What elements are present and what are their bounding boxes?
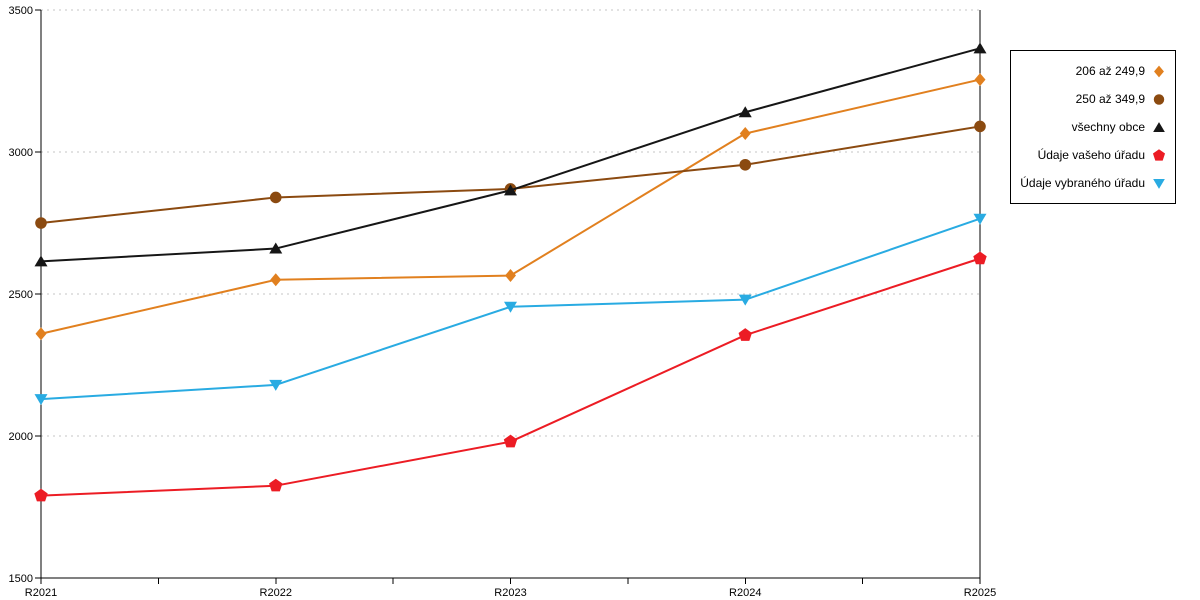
y-tick-label: 3500 [9,5,33,17]
legend-item-label: Údaje vybraného úřadu [1020,176,1145,190]
data-point-marker[interactable] [269,242,283,254]
data-point-marker[interactable] [504,184,517,196]
triangle-up-marker-shape [1153,121,1165,132]
legend-item-3[interactable]: Údaje vašeho úřadu [1019,141,1167,169]
data-point-marker[interactable] [34,488,48,502]
triangle-up-marker-icon [1153,121,1165,132]
data-point-marker[interactable] [35,217,47,229]
y-tick-label: 2000 [9,431,33,443]
x-tick-label: R2022 [260,587,292,599]
diamond-marker-icon [1154,65,1164,77]
triangle-down-marker-icon [1153,178,1165,189]
data-point-marker[interactable] [738,328,752,341]
data-point-marker[interactable] [973,213,987,225]
data-point-marker[interactable] [34,394,48,406]
data-point-marker[interactable] [739,158,752,171]
y-tick-label: 3000 [9,147,33,159]
y-tick-label: 1500 [9,573,33,585]
legend-item-label: Údaje vašeho úřadu [1037,148,1145,162]
data-point-marker[interactable] [739,127,751,141]
circle-marker-shape [1153,93,1165,105]
data-point-marker[interactable] [503,434,518,448]
data-point-marker[interactable] [974,73,986,87]
triangle-down-marker-shape [1153,178,1165,189]
data-point-marker[interactable] [35,327,47,341]
data-point-marker[interactable] [738,294,752,306]
x-tick-label: R2021 [25,587,57,599]
legend-item-label: všechny obce [1071,120,1145,134]
data-point-marker[interactable] [269,478,283,492]
x-tick-label: R2023 [494,587,526,599]
data-point-marker[interactable] [973,42,987,54]
legend-item-1[interactable]: 250 až 349,9 [1019,85,1167,113]
data-point-marker[interactable] [270,273,282,287]
pentagon-marker-shape [1152,148,1166,161]
data-point-marker[interactable] [269,379,283,391]
x-tick-label: R2024 [729,587,761,599]
data-point-marker[interactable] [974,120,986,133]
diamond-marker-shape [1154,65,1164,77]
data-point-marker[interactable] [505,269,516,283]
data-point-marker[interactable] [738,106,752,118]
legend: 206 až 249,9 250 až 349,9 všechny obce Údaj… [1010,50,1176,204]
series-line-2 [40,47,981,263]
data-point-marker[interactable] [34,255,48,267]
data-point-marker[interactable] [269,191,282,204]
data-point-marker[interactable] [504,301,517,313]
x-tick-label: R2025 [964,587,996,599]
legend-item-0[interactable]: 206 až 249,9 [1019,57,1167,85]
circle-marker-icon [1153,93,1165,105]
legend-item-label: 250 až 349,9 [1075,92,1145,106]
series-line-1 [40,125,981,224]
legend-item-label: 206 až 249,9 [1075,64,1145,78]
data-point-marker[interactable] [973,251,987,265]
legend-item-2[interactable]: všechny obce [1019,113,1167,141]
legend-item-4[interactable]: Údaje vybraného úřadu [1019,169,1167,197]
pentagon-marker-icon [1152,148,1166,161]
y-tick-label: 2500 [9,289,33,301]
